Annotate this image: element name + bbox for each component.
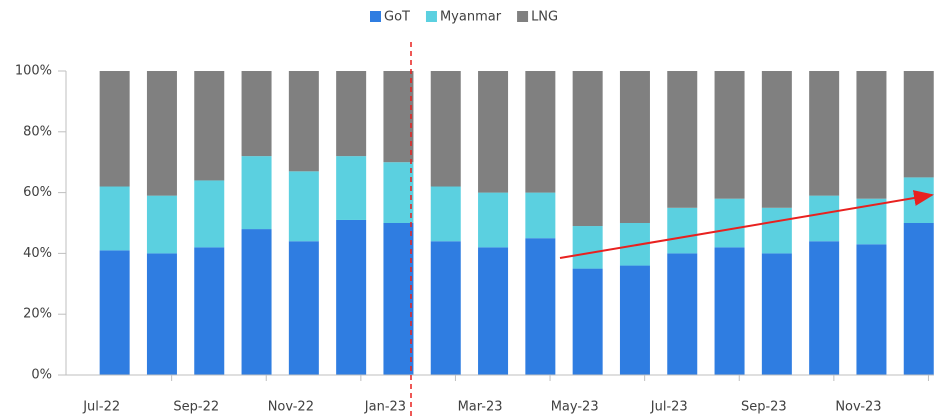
bar-segment bbox=[194, 180, 225, 248]
bar-segment bbox=[478, 71, 509, 193]
bar-segment bbox=[619, 71, 650, 223]
bar-segment bbox=[241, 71, 272, 157]
y-tick-label: 0% bbox=[31, 368, 52, 383]
bar-segment bbox=[525, 192, 556, 239]
x-tick-label: Nov-23 bbox=[835, 400, 881, 415]
bar-segment bbox=[714, 247, 745, 375]
bar-segment bbox=[856, 71, 887, 199]
bar-segment bbox=[478, 192, 509, 248]
x-tick-label: Jul-23 bbox=[650, 400, 688, 415]
bar-segment bbox=[525, 238, 556, 375]
legend-swatch bbox=[425, 11, 437, 22]
bar-segment bbox=[809, 71, 840, 196]
bar-segment bbox=[856, 244, 887, 375]
bar-segment bbox=[572, 268, 603, 375]
bar-segment bbox=[336, 71, 367, 157]
bar-segment bbox=[903, 177, 934, 223]
bar-segment bbox=[714, 198, 745, 248]
bar-segment bbox=[383, 162, 414, 223]
bar-segment bbox=[241, 156, 272, 230]
bar-segment bbox=[336, 219, 367, 375]
x-tick-label: Mar-23 bbox=[458, 400, 503, 415]
bar-segment bbox=[809, 195, 840, 242]
y-tick-label: 60% bbox=[23, 185, 52, 200]
x-tick-label: Sep-23 bbox=[741, 400, 787, 415]
plot-area: 0% 20% 40% 60% 80% 100% Jul-22 Sep-22 Nov-22 Jan-… bbox=[15, 10, 934, 415]
bar-segment bbox=[903, 223, 934, 375]
legend-swatch bbox=[517, 11, 529, 22]
bar-segment bbox=[430, 186, 461, 242]
x-tick-label: Nov-22 bbox=[268, 400, 314, 415]
bar-segment bbox=[572, 71, 603, 227]
bar-segment bbox=[525, 71, 556, 193]
bar-segment bbox=[146, 195, 177, 254]
bar-segment bbox=[714, 71, 745, 199]
bar-segment bbox=[383, 71, 414, 163]
bar-segment bbox=[761, 71, 792, 208]
x-tick-label: May-23 bbox=[551, 400, 599, 415]
bar-segment bbox=[288, 71, 319, 172]
bar-segment bbox=[903, 71, 934, 178]
bar-segment bbox=[478, 247, 509, 375]
x-tick-label: Jul-22 bbox=[82, 400, 120, 415]
y-tick-label: 80% bbox=[23, 124, 52, 139]
x-tick-label: Sep-22 bbox=[173, 400, 219, 415]
bar-segment bbox=[146, 253, 177, 375]
bar-segment bbox=[430, 71, 461, 187]
bar-segment bbox=[430, 241, 461, 375]
bar-segment bbox=[619, 265, 650, 375]
bar-segment bbox=[194, 71, 225, 181]
legend-label: Myanmar bbox=[440, 10, 502, 25]
bar-segment bbox=[572, 226, 603, 269]
legend-swatch bbox=[370, 11, 381, 22]
bar-segment bbox=[194, 247, 225, 375]
bar-segment bbox=[146, 71, 177, 196]
y-tick-label: 40% bbox=[23, 246, 52, 261]
bar-segment bbox=[667, 71, 698, 208]
x-tick-label: Jan-23 bbox=[364, 400, 406, 415]
bar-segment bbox=[809, 241, 840, 375]
bar-segment bbox=[288, 241, 319, 375]
legend-label: GoT bbox=[384, 10, 410, 25]
bar-segment bbox=[99, 186, 130, 251]
bar-segment bbox=[667, 253, 698, 375]
trend-arrow bbox=[559, 190, 934, 259]
y-tick-label: 20% bbox=[23, 307, 52, 322]
bar-segment bbox=[99, 71, 130, 187]
bar-segment bbox=[99, 250, 130, 375]
bar-segment bbox=[288, 171, 319, 242]
bar-segment bbox=[761, 207, 792, 254]
bar-segment bbox=[241, 229, 272, 375]
bar-segment bbox=[336, 156, 367, 220]
y-tick-label: 100% bbox=[15, 64, 52, 79]
bar-segment bbox=[383, 223, 414, 375]
legend-label: LNG bbox=[531, 10, 558, 25]
bar-segment bbox=[667, 207, 698, 254]
bar-segment bbox=[761, 253, 792, 375]
